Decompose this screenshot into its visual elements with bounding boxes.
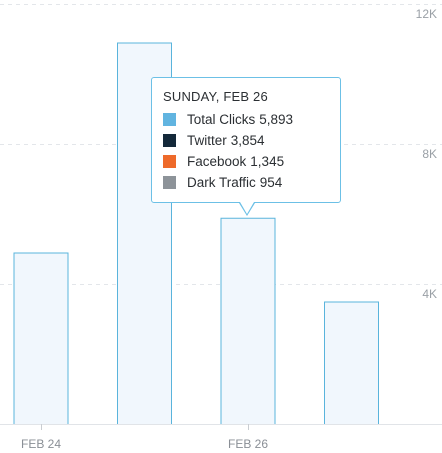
facebook-swatch [163, 155, 176, 168]
x-tick-label-feb-24: FEB 24 [21, 437, 61, 451]
total-clicks-value: 5,893 [259, 112, 294, 127]
tooltip-pointer-fill [240, 202, 254, 214]
bar-feb-26 [220, 217, 276, 425]
y-tick-label-4k: 4K [422, 287, 437, 301]
total-clicks-label: Total Clicks [187, 112, 256, 127]
twitter-value: 3,854 [230, 133, 265, 148]
bar-feb-24 [13, 252, 69, 425]
total-clicks-swatch [163, 113, 176, 126]
y-tick-label-8k: 8K [422, 147, 437, 161]
grid-lines [0, 4, 442, 285]
dark-traffic-swatch [163, 176, 176, 189]
tick-labels: 4K 8K 12K FEB 24 FEB 26 [21, 7, 437, 451]
tooltip-row-total-clicks: Total Clicks 5,893 [163, 109, 328, 130]
tooltip-row-twitter: Twitter 3,854 [163, 130, 328, 151]
y-tick-label-12k: 12K [416, 7, 437, 21]
axes [0, 424, 442, 430]
dark-traffic-label: Dark Traffic [187, 175, 256, 190]
x-tick-label-feb-26: FEB 26 [228, 437, 268, 451]
tooltip: SUNDAY, FEB 26 Total Clicks 5,893 Twitte… [151, 77, 341, 203]
twitter-label: Twitter [187, 133, 227, 148]
tooltip-title: SUNDAY, FEB 26 [163, 89, 268, 104]
twitter-swatch [163, 134, 176, 147]
facebook-value: 1,345 [250, 154, 285, 169]
tooltip-row-facebook: Facebook 1,345 [163, 151, 328, 172]
bar-feb-27 [324, 301, 379, 425]
tooltip-row-dark-traffic: Dark Traffic 954 [163, 172, 328, 193]
dark-traffic-value: 954 [259, 175, 283, 190]
facebook-label: Facebook [187, 154, 247, 169]
